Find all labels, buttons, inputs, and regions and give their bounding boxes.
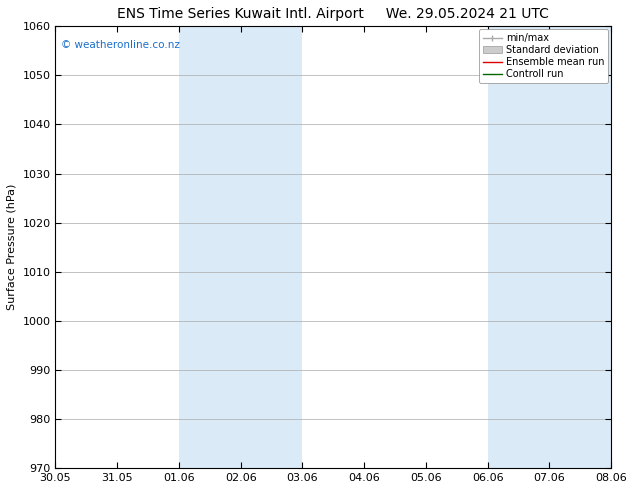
Bar [488, 26, 611, 468]
Bar [179, 26, 302, 468]
Y-axis label: Surface Pressure (hPa): Surface Pressure (hPa) [7, 184, 17, 311]
Legend: min/max, Standard deviation, Ensemble mean run, Controll run: min/max, Standard deviation, Ensemble me… [479, 29, 608, 83]
Text: © weatheronline.co.nz: © weatheronline.co.nz [61, 40, 180, 49]
Title: ENS Time Series Kuwait Intl. Airport     We. 29.05.2024 21 UTC: ENS Time Series Kuwait Intl. Airport We.… [117, 7, 549, 21]
